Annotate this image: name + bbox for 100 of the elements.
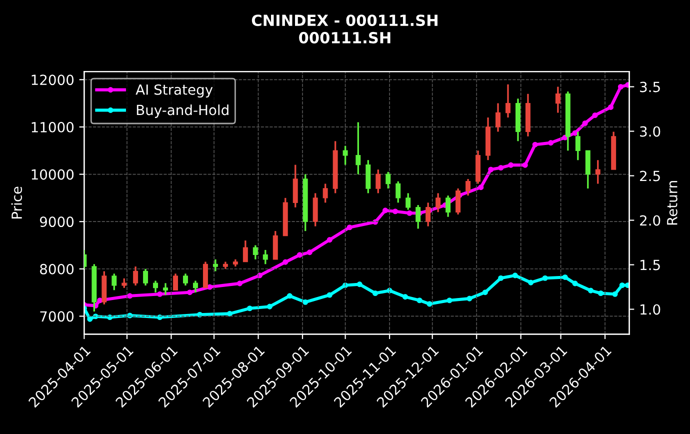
y2-axis-title: Return [667, 181, 678, 225]
chart-title: CNINDEX - 000111.SH [252, 14, 438, 26]
y2-tick-label: 1.5 [640, 260, 660, 270]
y-tick-label: 8000 [40, 264, 74, 274]
candlestick [173, 272, 178, 292]
candlestick [143, 268, 148, 286]
point [406, 210, 412, 216]
point [572, 130, 578, 136]
point [256, 272, 262, 278]
legend-label: Buy-and-Hold [136, 104, 228, 118]
point [618, 84, 624, 90]
y2-tick-label: 1.0 [640, 304, 660, 315]
point [326, 237, 332, 243]
point [562, 274, 568, 280]
candlestick [322, 182, 328, 204]
point [466, 296, 472, 302]
candlestick [456, 188, 461, 216]
chart-subtitle: 000111.SH [299, 32, 390, 44]
point [612, 291, 618, 297]
candlestick [366, 159, 371, 194]
point [625, 82, 630, 88]
candlestick [242, 240, 248, 263]
y-tick-label: 12000 [32, 74, 74, 86]
point [342, 282, 348, 288]
point [127, 293, 133, 299]
point [488, 166, 494, 172]
point [619, 282, 625, 288]
point [87, 316, 93, 322]
legend-label: AI Strategy [136, 84, 213, 98]
point [186, 290, 193, 296]
candlestick [272, 230, 278, 260]
y2-tick-label: 2.0 [640, 215, 660, 226]
candlestick [122, 278, 127, 289]
candlestick [112, 272, 117, 292]
point [548, 140, 554, 146]
point [382, 208, 388, 214]
point [127, 312, 133, 318]
candlestick [312, 192, 318, 228]
point [296, 252, 302, 258]
candlestick [585, 150, 590, 190]
point [392, 208, 398, 214]
point [478, 184, 484, 190]
point [107, 314, 113, 320]
candlestick [292, 164, 298, 208]
point [286, 293, 292, 299]
point [498, 164, 504, 171]
candlestick [396, 180, 401, 204]
candlestick [376, 168, 381, 194]
candlestick [436, 192, 441, 213]
point [572, 280, 578, 286]
y2-tick-label: 2.5 [640, 170, 660, 182]
candlestick [555, 86, 560, 114]
point [356, 282, 362, 288]
point [608, 104, 614, 110]
candlestick [416, 204, 421, 230]
candlestick [386, 171, 391, 190]
point [426, 301, 432, 307]
point [542, 275, 548, 281]
point [302, 299, 308, 305]
candlestick [496, 102, 500, 133]
point [588, 288, 594, 294]
candlestick [595, 159, 600, 185]
y-tick-label: 10000 [32, 169, 74, 180]
candlestick [356, 121, 361, 176]
point [306, 250, 312, 256]
candlestick [133, 266, 138, 286]
point [326, 292, 332, 298]
point [416, 298, 422, 304]
candlestick [212, 258, 218, 272]
point [446, 298, 452, 304]
y-tick-label: 11000 [32, 122, 74, 132]
point [346, 224, 352, 230]
point [498, 275, 504, 281]
point [157, 314, 163, 320]
point [402, 294, 408, 300]
candlestick [506, 84, 510, 118]
point [532, 142, 538, 148]
candlestick [426, 202, 431, 228]
candlestick [183, 272, 188, 286]
y2-tick-label: 3.0 [640, 126, 660, 137]
point [282, 259, 288, 265]
point [92, 314, 98, 320]
point [528, 280, 534, 286]
candlestick [342, 145, 348, 166]
point [522, 162, 528, 168]
candlestick [466, 178, 471, 196]
point [196, 312, 203, 318]
y2-tick-label: 3.5 [640, 82, 660, 92]
point [372, 290, 378, 296]
y-tick-label: 9000 [40, 216, 74, 228]
point [482, 290, 488, 296]
point [157, 291, 163, 297]
candlestick [252, 244, 258, 260]
y-tick-label: 7000 [40, 311, 74, 322]
point [582, 120, 588, 126]
point [236, 280, 242, 286]
point [246, 306, 252, 312]
point [508, 162, 514, 168]
point [226, 310, 233, 316]
point [592, 112, 598, 118]
